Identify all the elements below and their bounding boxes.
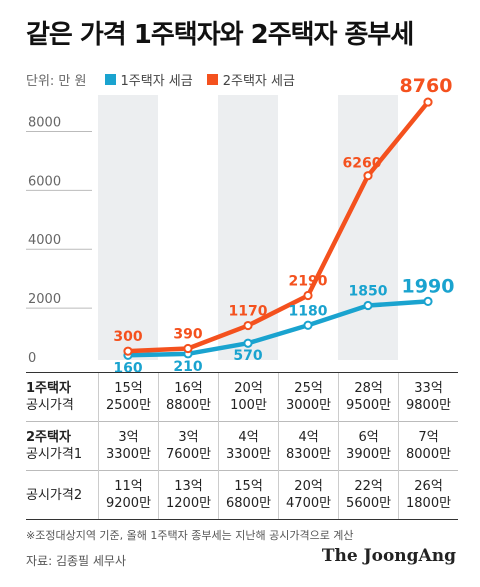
table-row: 1주택자 공시가격 15억 2500만 16억 8800만 20억 100만 25억 30…: [26, 372, 458, 422]
data-point: [363, 171, 373, 181]
y-tick-label: 2000: [28, 292, 61, 307]
legend-label-2house: 2주택자 세금: [222, 74, 295, 89]
row-header-text: 공시가격: [26, 398, 74, 413]
table-cell: 33억 9800만: [398, 372, 458, 422]
chart-title: 같은 가격 1주택자와 2주택자 종부세: [26, 20, 414, 50]
y-tick-label: 0: [28, 351, 36, 366]
data-point: [423, 296, 433, 307]
legend-item-1house: 1주택자 세금: [104, 70, 193, 89]
table-cell: 6억 3900만: [338, 421, 399, 471]
data-point: [423, 97, 433, 107]
table-cell: 15억 6800만: [218, 470, 279, 520]
legend: 단위: 만 원 1주택자 세금 2주택자 세금: [26, 70, 309, 89]
data-point: [123, 346, 133, 356]
data-label: 2190: [289, 274, 328, 290]
table-cell: 7억 8000만: [398, 421, 458, 471]
table-cell: 3억 3300만: [97, 421, 159, 471]
series-line-2: [125, 99, 431, 354]
table-cell: 16억 8800만: [158, 372, 219, 422]
data-label: 210: [173, 359, 202, 372]
data-point: [363, 300, 373, 311]
data-label: 6260: [343, 156, 382, 172]
unit-label: 단위: 만 원: [26, 74, 87, 89]
table-cell: 4억 3300만: [218, 421, 279, 471]
table-cell: 28억 9500만: [338, 372, 399, 422]
column-band-1: [98, 95, 158, 360]
brand-logo: The JoongAng: [321, 546, 456, 566]
legend-swatch-1house: [104, 74, 116, 85]
data-label: 1850: [349, 284, 388, 300]
y-tick-label: 8000: [28, 115, 61, 130]
y-tick-label: 6000: [28, 174, 61, 189]
data-label: 300: [113, 329, 142, 345]
data-label: 390: [173, 327, 202, 343]
table-cell: 20억 100만: [218, 372, 279, 422]
row-header-bold: 1주택자: [26, 381, 71, 396]
data-label: 1180: [289, 303, 328, 319]
table-row: 공시가격2 11억 9200만 13억 1200만 15억 6800만 20억 4700…: [26, 470, 458, 520]
table-cell: 11억 9200만: [97, 470, 159, 520]
row-header-text: 공시가격1: [26, 447, 83, 462]
data-label: 160: [113, 360, 142, 372]
legend-item-2house: 2주택자 세금: [206, 70, 295, 89]
row-header-bold: 2주택자: [26, 430, 71, 445]
data-label: 8760: [400, 75, 453, 97]
data-point: [303, 320, 313, 330]
price-table: 1주택자 공시가격 15억 2500만 16억 8800만 20억 100만 25억 30…: [26, 372, 458, 520]
row-header: 공시가격2: [26, 470, 99, 520]
data-point: [183, 343, 193, 354]
line-chart: 0 2000 4000 6000 8000 160 210 570 1180 1850 1990 3…: [26, 75, 455, 372]
data-point: [243, 338, 253, 348]
footnote: ※조정대상지역 기준, 올해 1주택자 종부세는 지난해 공시가격으로 계산: [26, 529, 354, 542]
table-cell: 13억 1200만: [158, 470, 219, 520]
series-line-1: [125, 299, 431, 358]
y-tick-label: 4000: [28, 233, 61, 248]
source: 자료: 김종필 세무사: [26, 554, 126, 568]
column-band-5: [338, 95, 398, 360]
table-row: 2주택자 공시가격1 3억 3300만 3억 7600만 4억 3300만 4억 8300…: [26, 421, 458, 471]
table-cell: 4억 8300만: [278, 421, 339, 471]
row-header-text: 공시가격2: [26, 487, 83, 503]
data-point: [303, 290, 313, 301]
table-cell: 15억 2500만: [97, 372, 159, 422]
data-label: 1990: [402, 275, 455, 297]
data-point: [243, 320, 253, 331]
legend-swatch-2house: [206, 74, 218, 85]
column-band-3: [218, 95, 278, 360]
table-cell: 22억 5600만: [338, 470, 399, 520]
legend-label-1house: 1주택자 세금: [120, 74, 193, 89]
table-cell: 26억 1800만: [398, 470, 458, 520]
table-cell: 25억 3000만: [278, 372, 339, 422]
table-cell: 3억 7600만: [158, 421, 219, 471]
table-cell: 20억 4700만: [278, 470, 339, 520]
data-label: 570: [233, 348, 262, 364]
data-label: 1170: [229, 304, 268, 320]
